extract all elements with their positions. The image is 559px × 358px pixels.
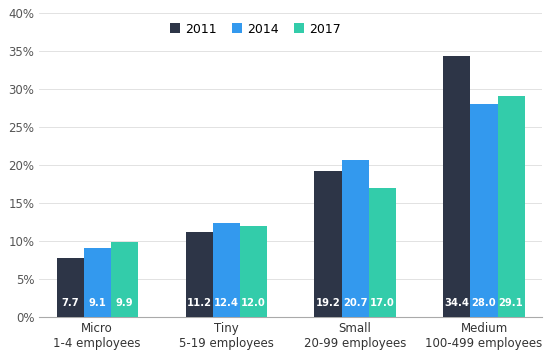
Bar — [212, 223, 240, 317]
Bar — [498, 96, 525, 317]
Bar — [186, 232, 212, 317]
Bar — [471, 105, 498, 317]
Text: 12.0: 12.0 — [241, 298, 266, 308]
Text: 17.0: 17.0 — [370, 298, 395, 308]
Bar — [315, 171, 342, 317]
Text: 7.7: 7.7 — [61, 298, 79, 308]
Bar — [240, 226, 267, 317]
Text: 20.7: 20.7 — [343, 298, 367, 308]
Bar — [368, 188, 396, 317]
Bar — [443, 56, 471, 317]
Text: 12.4: 12.4 — [214, 298, 239, 308]
Text: 11.2: 11.2 — [187, 298, 211, 308]
Text: 28.0: 28.0 — [472, 298, 496, 308]
Bar — [84, 248, 111, 317]
Bar — [111, 242, 138, 317]
Text: 9.1: 9.1 — [88, 298, 106, 308]
Bar — [56, 258, 84, 317]
Text: 29.1: 29.1 — [499, 298, 523, 308]
Text: 34.4: 34.4 — [444, 298, 470, 308]
Text: 19.2: 19.2 — [316, 298, 340, 308]
Text: 9.9: 9.9 — [116, 298, 133, 308]
Legend: 2011, 2014, 2017: 2011, 2014, 2017 — [170, 23, 340, 35]
Bar — [342, 160, 368, 317]
